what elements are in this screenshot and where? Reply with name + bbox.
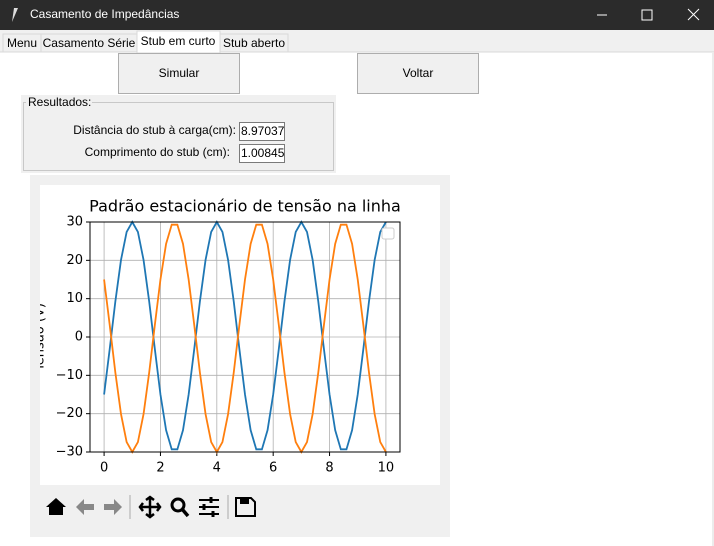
series-line: [103, 223, 387, 454]
button-label[interactable]: Simular: [159, 66, 200, 80]
entry-value[interactable]: 8.970376: [241, 124, 291, 138]
result-label: Distância do stub à carga(cm):: [73, 123, 236, 137]
entry-box[interactable]: [239, 122, 285, 141]
tab[interactable]: [219, 33, 289, 53]
group-border: [23, 102, 334, 171]
simulate-button[interactable]: [118, 53, 240, 94]
maximize-button[interactable]: [641, 9, 653, 21]
y-tick-label: 20: [66, 253, 83, 268]
series-line: [103, 220, 387, 451]
x-tick-label: 0: [100, 461, 108, 476]
y-tick-label: 10: [66, 291, 83, 306]
config-icon[interactable]: [199, 499, 219, 515]
close-button[interactable]: [687, 8, 700, 21]
tab-label[interactable]: Stub aberto: [223, 36, 285, 50]
y-tick-label: 30: [66, 215, 83, 230]
x-tick-label: 8: [325, 461, 333, 476]
y-tick-label: −30: [56, 445, 83, 460]
legend-box: [381, 227, 395, 240]
button-label[interactable]: Voltar: [403, 66, 434, 80]
y-axis-label: Tensão (V): [33, 303, 48, 372]
save-icon-detail: [240, 499, 249, 504]
y-tick-label: −20: [56, 406, 83, 421]
toolbar: [46, 495, 256, 519]
figure-bg: [40, 185, 440, 485]
zoom-icon[interactable]: [170, 497, 186, 513]
forward-icon[interactable]: [104, 499, 122, 515]
y-tick-label: 0: [75, 330, 83, 345]
entry[interactable]: 1.008453: [239, 144, 292, 163]
window-title: Casamento de Impedâncias: [30, 7, 179, 21]
app-icon: [12, 8, 18, 22]
x-tick-label: 2: [156, 461, 164, 476]
config-knobs: [202, 497, 215, 517]
x-tick-label: 4: [213, 461, 221, 476]
group-title: Resultados:: [28, 95, 91, 109]
y-tick-label: −10: [56, 368, 83, 383]
entry[interactable]: 8.970376: [239, 122, 292, 141]
result-label: Comprimento do stub (cm):: [85, 145, 230, 159]
x-tick-label: 6: [269, 461, 277, 476]
home-icon[interactable]: [46, 498, 66, 515]
tab-label[interactable]: Stub em curto: [141, 34, 216, 48]
zoom-handle: [180, 507, 190, 518]
x-tick-label: 10: [378, 461, 395, 476]
tab-label[interactable]: Menu: [7, 36, 37, 50]
entry-value[interactable]: 1.008453: [241, 146, 291, 160]
chart-title: Padrão estacionário de tensão na linha: [89, 197, 401, 216]
title-bar: [0, 0, 714, 30]
entry-box[interactable]: [239, 144, 285, 163]
back-icon[interactable]: [76, 499, 94, 515]
pan-icon[interactable]: [138, 495, 162, 519]
back-button[interactable]: [357, 53, 479, 94]
figure: Padrão estacionário de tensão na linha D…: [33, 185, 440, 485]
tab-label[interactable]: Casamento Série: [43, 36, 136, 50]
save-icon[interactable]: [235, 497, 256, 517]
group-title-bg: [26, 96, 92, 110]
axes-frame: [89, 221, 401, 453]
